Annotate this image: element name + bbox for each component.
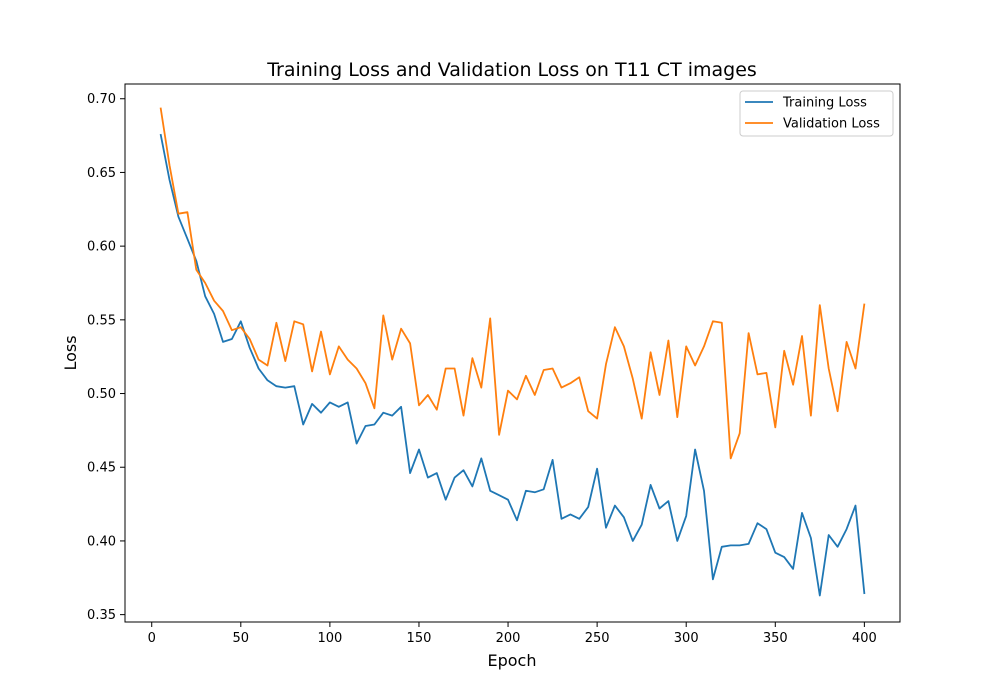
y-tick-label: 0.65: [87, 166, 116, 181]
x-tick-label: 350: [763, 631, 788, 646]
y-tick-label: 0.55: [87, 313, 116, 328]
y-tick-label: 0.50: [87, 387, 116, 402]
y-tick-label: 0.40: [87, 534, 116, 549]
x-axis-label: Epoch: [488, 651, 537, 670]
x-tick-label: 0: [148, 631, 156, 646]
x-tick-label: 400: [852, 631, 877, 646]
x-tick-label: 300: [674, 631, 699, 646]
legend-label: Training Loss: [782, 96, 867, 111]
x-tick-label: 150: [407, 631, 432, 646]
chart-title: Training Loss and Validation Loss on T11…: [266, 59, 757, 81]
x-tick-label: 50: [233, 631, 250, 646]
y-tick-label: 0.35: [87, 608, 116, 623]
y-axis-label: Loss: [61, 335, 80, 370]
x-axis: 0 50 100 150 200 250 300 350 400: [148, 622, 877, 646]
x-tick-label: 200: [496, 631, 521, 646]
y-tick-label: 0.60: [87, 240, 116, 255]
x-tick-label: 100: [317, 631, 342, 646]
y-tick-label: 0.45: [87, 461, 116, 476]
legend-label: Validation Loss: [783, 117, 880, 132]
series-line-validation-loss: [159, 107, 866, 460]
y-tick-label: 0.70: [87, 92, 116, 107]
y-axis: 0.35 0.40 0.45 0.50 0.55 0.60 0.65 0.70: [87, 92, 125, 623]
legend: Training Loss Validation Loss: [739, 90, 894, 137]
series-line-training-loss: [159, 133, 866, 597]
x-tick-label: 250: [585, 631, 610, 646]
legend-box: [739, 90, 894, 137]
plot-area: [159, 107, 866, 597]
plot-frame: [124, 83, 901, 623]
